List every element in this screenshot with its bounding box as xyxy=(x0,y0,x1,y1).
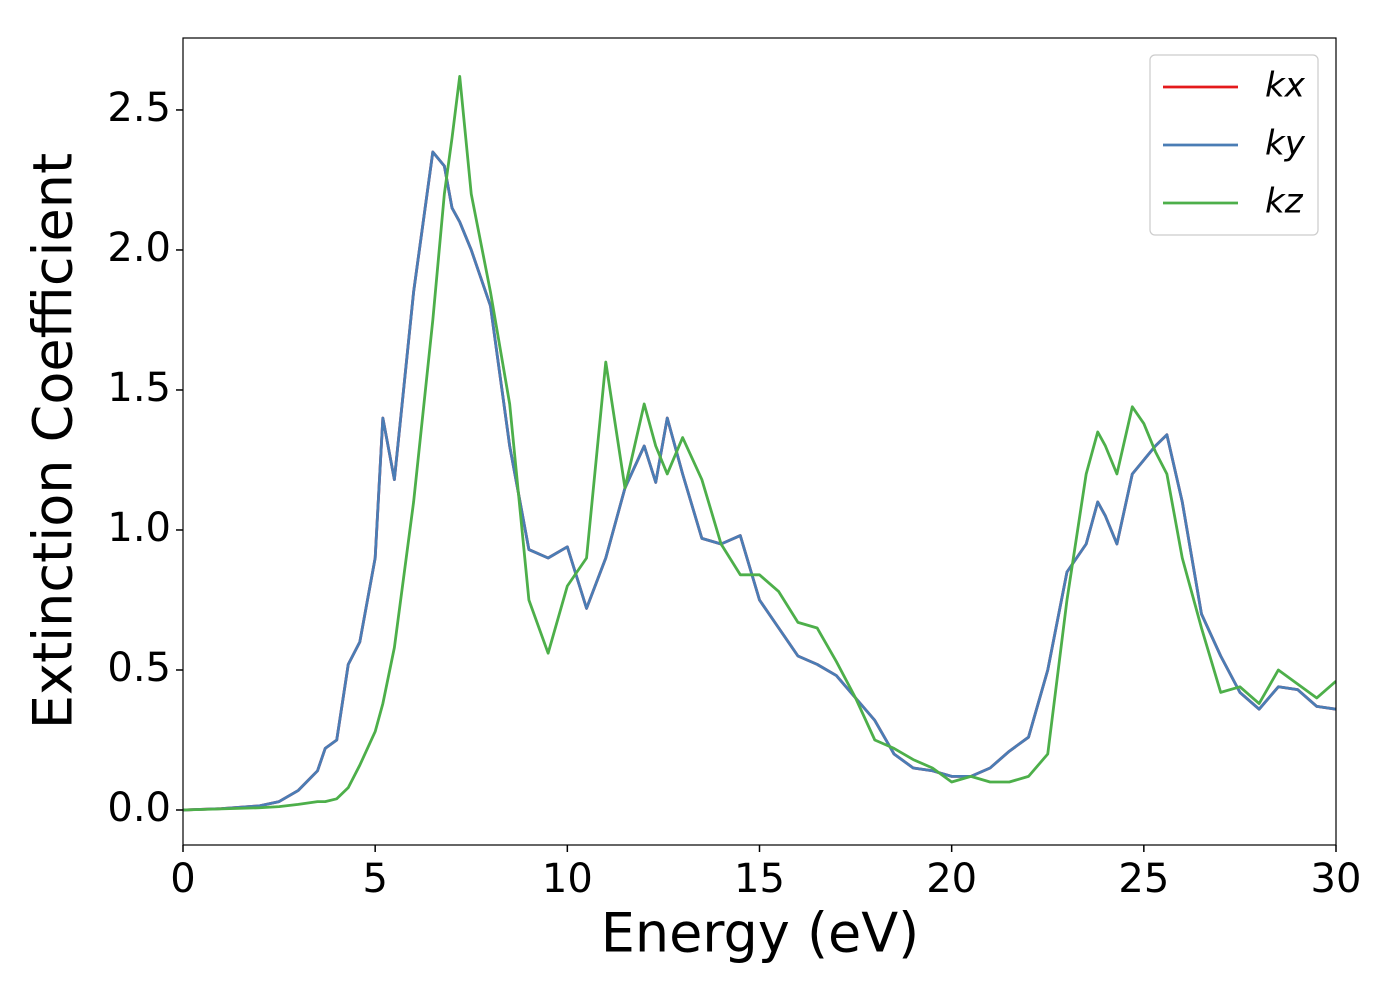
x-tick-label: 30 xyxy=(1311,856,1362,902)
x-tick-label: 0 xyxy=(170,856,195,902)
y-tick-label: 1.5 xyxy=(107,365,171,411)
legend-label: ky xyxy=(1265,124,1306,164)
x-tick-label: 5 xyxy=(362,856,387,902)
plot-frame xyxy=(182,37,1337,846)
x-tick-label: 10 xyxy=(542,856,593,902)
y-tick-label: 2.0 xyxy=(107,225,171,271)
y-axis-label: Extinction Coefficient xyxy=(22,153,85,729)
legend-label: kx xyxy=(1265,66,1306,106)
series-line xyxy=(183,150,1336,812)
y-tick-label: 1.0 xyxy=(107,505,171,551)
x-axis-label: Energy (eV) xyxy=(601,902,920,965)
x-tick-label: 25 xyxy=(1118,856,1169,902)
series-line xyxy=(183,150,1336,812)
y-tick-label: 0.0 xyxy=(107,785,171,831)
y-tick-label: 0.5 xyxy=(107,645,171,691)
y-tick-label: 2.5 xyxy=(107,85,171,131)
series-line xyxy=(183,74,1336,812)
x-tick-label: 20 xyxy=(926,856,977,902)
legend-label: kz xyxy=(1265,182,1304,222)
x-tick-label: 15 xyxy=(734,856,785,902)
